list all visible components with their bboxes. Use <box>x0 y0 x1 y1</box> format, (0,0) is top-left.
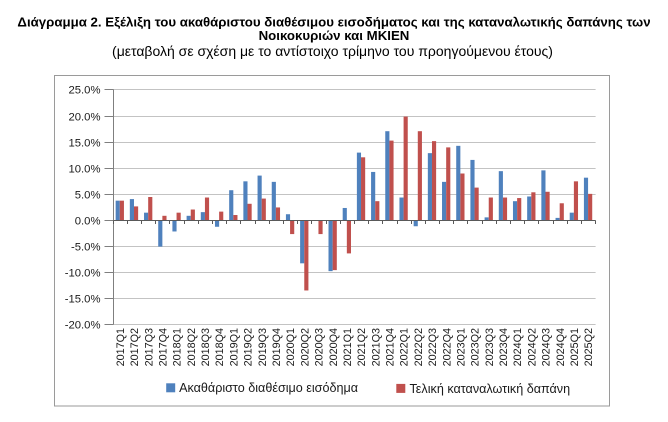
svg-text:5.0%: 5.0% <box>75 190 101 202</box>
svg-text:-15.0%: -15.0% <box>65 294 101 306</box>
svg-text:2021Q1: 2021Q1 <box>342 328 354 366</box>
svg-text:2017Q3: 2017Q3 <box>143 328 155 366</box>
svg-text:2020Q3: 2020Q3 <box>314 328 326 366</box>
svg-text:2021Q2: 2021Q2 <box>356 328 368 366</box>
svg-text:2025Q1: 2025Q1 <box>569 328 581 366</box>
svg-text:2021Q4: 2021Q4 <box>385 328 397 366</box>
svg-text:2019Q1: 2019Q1 <box>228 328 240 366</box>
svg-text:Ακαθάριστο διαθέσιμο εισόδημα: Ακαθάριστο διαθέσιμο εισόδημα <box>179 381 358 395</box>
svg-text:2023Q3: 2023Q3 <box>484 328 496 366</box>
svg-text:Διάγραμμα 2. Εξέλιξη του ακαθά: Διάγραμμα 2. Εξέλιξη του ακαθάριστου δια… <box>17 15 650 30</box>
svg-text:2017Q1: 2017Q1 <box>115 328 127 366</box>
svg-text:2018Q3: 2018Q3 <box>200 328 212 366</box>
svg-text:20.0%: 20.0% <box>68 112 100 124</box>
svg-text:-20.0%: -20.0% <box>65 320 101 332</box>
svg-text:(μεταβολή σε σχέση με το αντίσ: (μεταβολή σε σχέση με το αντίστοιχο τρίμ… <box>112 43 553 59</box>
svg-text:-5.0%: -5.0% <box>71 242 101 254</box>
svg-text:2023Q1: 2023Q1 <box>455 328 467 366</box>
svg-text:2023Q2: 2023Q2 <box>470 328 482 366</box>
svg-text:10.0%: 10.0% <box>68 164 100 176</box>
svg-text:2018Q4: 2018Q4 <box>214 328 226 366</box>
svg-text:2024Q2: 2024Q2 <box>526 328 538 366</box>
svg-text:2019Q4: 2019Q4 <box>271 328 283 366</box>
svg-text:2017Q4: 2017Q4 <box>157 328 169 366</box>
svg-text:2025Q2: 2025Q2 <box>583 328 595 366</box>
svg-text:2022Q2: 2022Q2 <box>413 328 425 366</box>
svg-text:2021Q3: 2021Q3 <box>370 328 382 366</box>
svg-text:15.0%: 15.0% <box>68 138 100 150</box>
svg-text:2019Q3: 2019Q3 <box>257 328 269 366</box>
svg-text:2017Q2: 2017Q2 <box>129 328 141 366</box>
svg-text:Τελική καταναλωτική δαπάνη: Τελική καταναλωτική δαπάνη <box>410 382 571 396</box>
svg-text:2024Q3: 2024Q3 <box>541 328 553 366</box>
svg-text:Νοικοκυριών και ΜΚΙΕΝ: Νοικοκυριών και ΜΚΙΕΝ <box>259 28 410 43</box>
svg-text:0.0%: 0.0% <box>75 216 101 228</box>
svg-text:2020Q2: 2020Q2 <box>299 328 311 366</box>
svg-text:2019Q2: 2019Q2 <box>243 328 255 366</box>
svg-text:2022Q4: 2022Q4 <box>441 328 453 366</box>
svg-text:25.0%: 25.0% <box>68 85 100 97</box>
svg-text:2018Q2: 2018Q2 <box>186 328 198 366</box>
svg-text:-10.0%: -10.0% <box>65 268 101 280</box>
svg-text:2024Q4: 2024Q4 <box>555 328 567 366</box>
svg-text:2020Q4: 2020Q4 <box>328 328 340 366</box>
svg-text:2022Q1: 2022Q1 <box>399 328 411 366</box>
svg-text:2018Q1: 2018Q1 <box>172 328 184 366</box>
svg-text:2024Q1: 2024Q1 <box>512 328 524 366</box>
svg-text:2023Q4: 2023Q4 <box>498 328 510 366</box>
svg-text:2022Q3: 2022Q3 <box>427 328 439 366</box>
svg-text:2020Q1: 2020Q1 <box>285 328 297 366</box>
